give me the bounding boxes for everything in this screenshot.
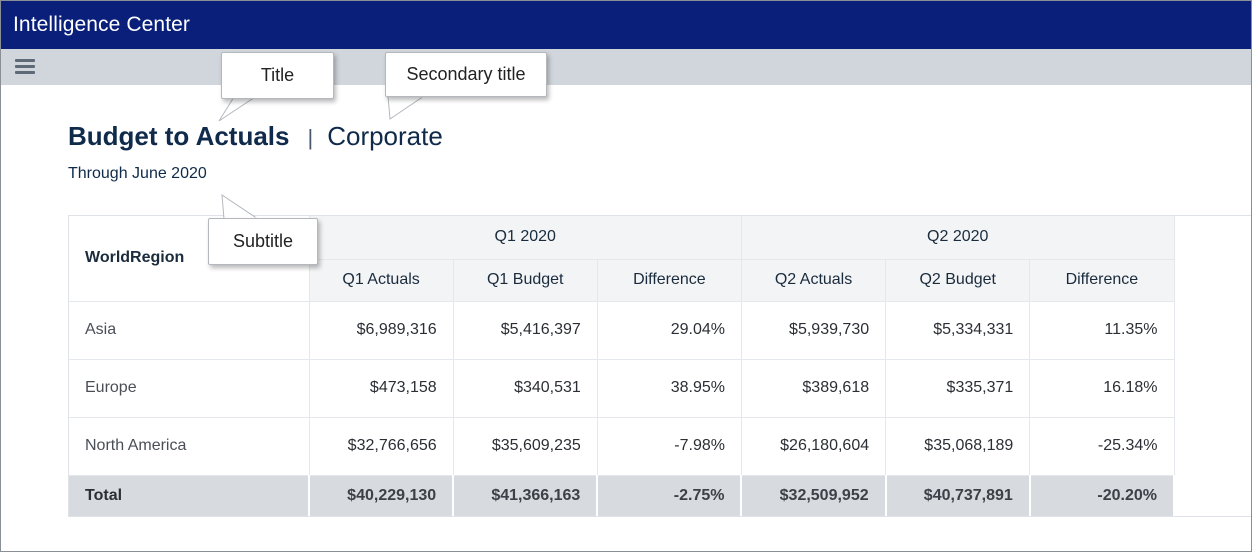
budget-table-container: WorldRegion Q1 2020 Q2 2020 Q1 Actuals Q… xyxy=(68,215,1251,517)
app-title: Intelligence Center xyxy=(13,13,191,36)
budget-table: WorldRegion Q1 2020 Q2 2020 Q1 Actuals Q… xyxy=(69,216,1176,516)
total-value-cell: $41,366,163 xyxy=(453,474,599,516)
total-label-cell: Total xyxy=(69,474,310,516)
value-cell: 38.95% xyxy=(597,358,742,417)
total-value-cell: -20.20% xyxy=(1029,474,1176,516)
title-callout-label: Title xyxy=(260,65,295,85)
value-cell: $335,371 xyxy=(885,358,1031,417)
value-cell: $389,618 xyxy=(741,358,887,417)
value-cell: $35,609,235 xyxy=(453,416,598,475)
total-value-cell: $32,509,952 xyxy=(741,474,887,516)
total-value-cell: $40,737,891 xyxy=(885,474,1031,516)
column-header-q1-budget[interactable]: Q1 Budget xyxy=(453,258,598,301)
column-group-q2[interactable]: Q2 2020 xyxy=(741,216,1175,259)
title-separator: | xyxy=(307,125,314,150)
value-cell: $5,939,730 xyxy=(741,300,887,359)
subtitle-callout-label: Subtitle xyxy=(232,231,294,251)
total-row: Total $40,229,130 $41,366,163 -2.75% $32… xyxy=(69,474,1176,516)
value-cell: $32,766,656 xyxy=(309,416,454,475)
total-value-cell: $40,229,130 xyxy=(309,474,455,516)
region-cell: Europe xyxy=(69,358,310,417)
report-title: Budget to Actuals xyxy=(68,121,290,151)
region-cell: North America xyxy=(69,416,310,475)
value-cell: 11.35% xyxy=(1029,300,1175,359)
report-subtitle: Through June 2020 xyxy=(68,165,207,182)
value-cell: $5,416,397 xyxy=(453,300,598,359)
secondary-title-callout: Secondary title xyxy=(385,52,547,97)
secondary-title-callout-label: Secondary title xyxy=(406,64,526,84)
column-header-q1-difference[interactable]: Difference xyxy=(597,258,742,301)
report-secondary-title: Corporate xyxy=(327,121,443,151)
title-callout: Title xyxy=(221,52,334,99)
value-cell: 16.18% xyxy=(1029,358,1175,417)
total-value-cell: -2.75% xyxy=(597,474,743,516)
value-cell: $35,068,189 xyxy=(885,416,1031,475)
hamburger-menu-icon[interactable] xyxy=(15,58,37,76)
column-header-q2-actuals[interactable]: Q2 Actuals xyxy=(741,258,887,301)
value-cell: $26,180,604 xyxy=(741,416,887,475)
value-cell: $340,531 xyxy=(453,358,598,417)
value-cell: 29.04% xyxy=(597,300,742,359)
value-cell: $6,989,316 xyxy=(309,300,454,359)
value-cell: $5,334,331 xyxy=(885,300,1031,359)
region-cell: Asia xyxy=(69,300,310,359)
column-header-q2-difference[interactable]: Difference xyxy=(1029,258,1175,301)
toolbar xyxy=(1,49,1251,85)
table-row: North America $32,766,656 $35,609,235 -7… xyxy=(69,416,1175,475)
value-cell: $473,158 xyxy=(309,358,454,417)
column-group-q1[interactable]: Q1 2020 xyxy=(309,216,742,259)
value-cell: -25.34% xyxy=(1029,416,1175,475)
column-header-q1-actuals[interactable]: Q1 Actuals xyxy=(309,258,454,301)
table-row: Asia $6,989,316 $5,416,397 29.04% $5,939… xyxy=(69,300,1175,359)
subtitle-callout: Subtitle xyxy=(208,218,318,265)
column-header-q2-budget[interactable]: Q2 Budget xyxy=(885,258,1031,301)
value-cell: -7.98% xyxy=(597,416,742,475)
report-title-row: Budget to Actuals | Corporate xyxy=(68,121,443,155)
table-row: Europe $473,158 $340,531 38.95% $389,618… xyxy=(69,358,1175,417)
app-header: Intelligence Center xyxy=(1,1,1251,49)
